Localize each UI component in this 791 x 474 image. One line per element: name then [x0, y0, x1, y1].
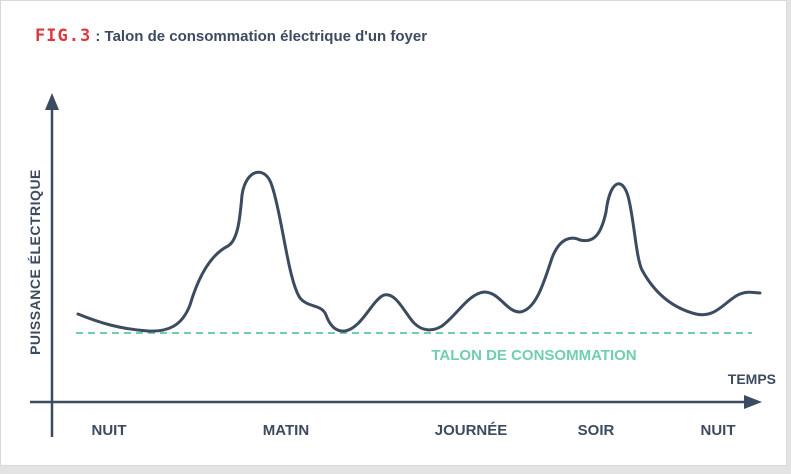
- y-axis-label: PUISSANCE ÉLECTRIQUE: [27, 169, 43, 355]
- consumption-curve: [76, 170, 762, 333]
- period-label-evening: SOIR: [578, 422, 615, 439]
- figure-number: FIG.3: [35, 26, 92, 46]
- figure-card: FIG.3 : Talon de consommation électrique…: [0, 0, 787, 466]
- period-label-night-end: NUIT: [701, 422, 736, 439]
- figure-title-text: Talon de consommation électrique d'un fo…: [104, 28, 428, 45]
- period-label-night-start: NUIT: [92, 422, 127, 439]
- figure-title: FIG.3 : Talon de consommation électrique…: [35, 26, 427, 46]
- period-label-day: JOURNÉE: [435, 422, 508, 439]
- y-axis-arrow-icon: [45, 93, 59, 110]
- period-label-morning: MATIN: [263, 422, 309, 439]
- x-axis-label: TEMPS: [728, 371, 776, 387]
- figure-title-separator: :: [91, 28, 105, 45]
- x-axis-arrow-icon: [744, 395, 762, 409]
- baseline-label: TALON DE CONSOMMATION: [431, 347, 636, 364]
